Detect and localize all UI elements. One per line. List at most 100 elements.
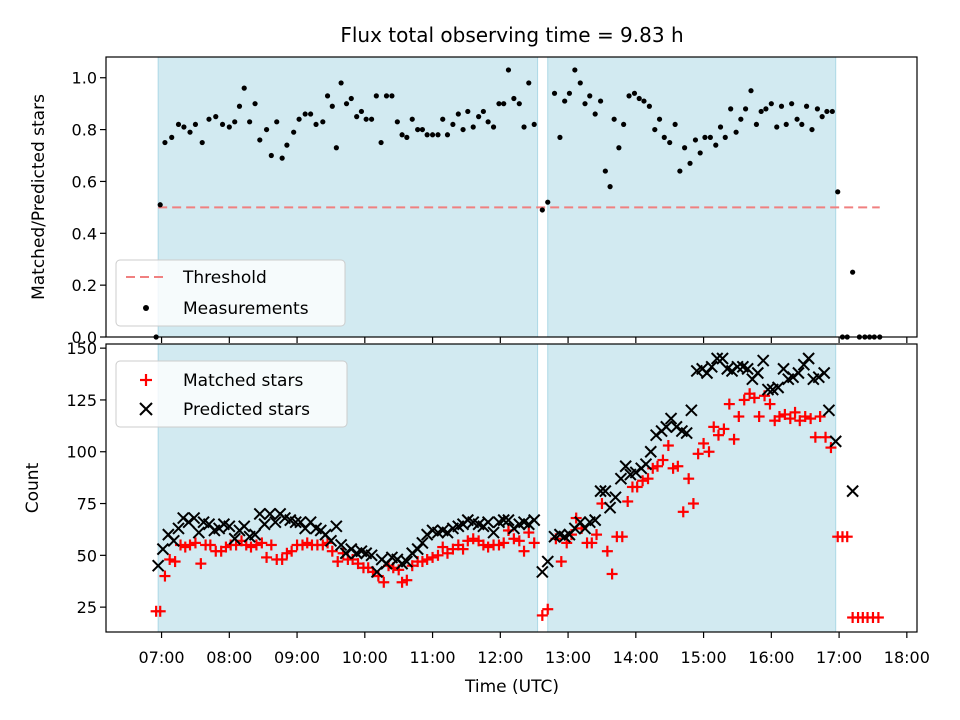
measurement-point (819, 114, 825, 120)
matched-star-point (606, 568, 618, 580)
matched-star-point (265, 539, 277, 551)
predicted-star-point (330, 520, 343, 533)
predicted-star-point (594, 484, 607, 498)
measurement-point (252, 101, 258, 107)
predicted-star-point (156, 542, 170, 556)
matched-star-point (789, 406, 801, 418)
matched-star-point (692, 448, 704, 460)
measurement-point (291, 129, 297, 135)
measurement-point (551, 90, 558, 96)
matched-star-point (195, 558, 207, 570)
predicted-star-point (578, 522, 592, 535)
measurement-point (631, 90, 638, 96)
measurement-point (455, 111, 461, 117)
measurement-point (389, 93, 395, 99)
predicted-star-point (258, 518, 271, 531)
predicted-star-point (685, 404, 698, 417)
measurement-point (162, 139, 168, 146)
predicted-star-point (294, 515, 307, 529)
measurement-point (308, 111, 314, 117)
top-axes-frame (105, 56, 918, 338)
measurement-point (338, 80, 344, 86)
matched-star-point (642, 473, 654, 485)
y-tick-label: 75 (77, 495, 97, 514)
measurement-point (257, 137, 263, 143)
measurement-point (587, 93, 593, 99)
x-axis-label: Time (UTC) (464, 677, 559, 697)
predicted-star-point (411, 542, 424, 556)
matched-star-point (637, 475, 649, 487)
matched-star-point (748, 392, 760, 404)
measurement-point (641, 98, 647, 104)
measurement-point (768, 101, 774, 107)
legend-predicted-label: Predicted stars (183, 400, 310, 420)
measurement-point (490, 124, 497, 130)
legend-matched-swatch (140, 374, 152, 386)
matched-star-point (467, 533, 479, 545)
predicted-star-point (700, 366, 714, 380)
measurement-point (661, 134, 667, 140)
predicted-star-point (741, 362, 754, 376)
x-tick-label: 12:00 (477, 648, 523, 667)
matched-star-point (498, 537, 510, 549)
matched-star-point (250, 539, 262, 551)
predicted-star-point (269, 515, 282, 529)
matched-star-point (683, 473, 695, 485)
predicted-star-point (574, 515, 587, 529)
predicted-star-point (771, 381, 785, 394)
measurement-point (566, 90, 573, 96)
measurement-point (702, 134, 708, 140)
y-tick-label: 0.8 (72, 121, 97, 140)
matched-star-point (733, 411, 745, 423)
measurement-point (320, 119, 326, 125)
y-tick-label: 100 (66, 443, 97, 462)
measurement-point (485, 119, 491, 125)
measurement-point (687, 160, 693, 166)
matched-star-point (753, 411, 765, 423)
matched-star-point (708, 421, 720, 433)
measurement-point (521, 124, 527, 130)
matched-star-point (672, 460, 684, 472)
measurement-point (722, 134, 728, 140)
bottom-legend: Matched stars Predicted stars (115, 360, 348, 428)
measurement-point (829, 108, 835, 115)
measurement-point (728, 106, 734, 112)
measurement-point (672, 121, 678, 128)
predicted-star-point (614, 472, 628, 485)
predicted-star-point (334, 538, 348, 552)
measurement-point (562, 98, 568, 104)
measurement-point (592, 111, 598, 117)
matched-star-point (164, 553, 176, 565)
predicted-star-point (167, 534, 180, 548)
legend-measurements-label: Measurements (183, 299, 309, 319)
x-tick-label: 13:00 (545, 648, 591, 667)
top-y-axis-ticks: 0.0 0.2 0.4 0.6 0.8 1.0 (72, 69, 106, 347)
measurement-point (774, 124, 780, 130)
measurement-point (682, 145, 688, 151)
measurement-point (373, 93, 379, 99)
matched-star-point (204, 539, 216, 551)
predicted-star-point (487, 526, 500, 539)
predicted-star-point (797, 358, 811, 371)
predicted-star-point (187, 511, 201, 525)
measurement-point (296, 116, 302, 122)
matched-star-point (764, 398, 776, 410)
measurement-point (181, 124, 187, 130)
measurement-point (742, 106, 749, 112)
measurement-point (378, 139, 384, 146)
matched-star-point (513, 535, 525, 547)
legend-measurements-swatch (143, 305, 149, 311)
measurement-point (268, 152, 274, 159)
predicted-star-point (228, 532, 241, 545)
measurement-point (348, 95, 354, 102)
matched-star-point (728, 433, 740, 445)
matched-star-point (518, 545, 530, 557)
legend-matched-label: Matched stars (183, 371, 303, 391)
predicted-star-point (817, 366, 831, 380)
matched-star-point (687, 498, 699, 510)
x-tick-label: 11:00 (410, 648, 456, 667)
matched-star-point (799, 411, 811, 423)
predicted-star-point (644, 445, 657, 458)
measurement-point (656, 116, 663, 122)
bottom-legend-box (115, 360, 348, 428)
